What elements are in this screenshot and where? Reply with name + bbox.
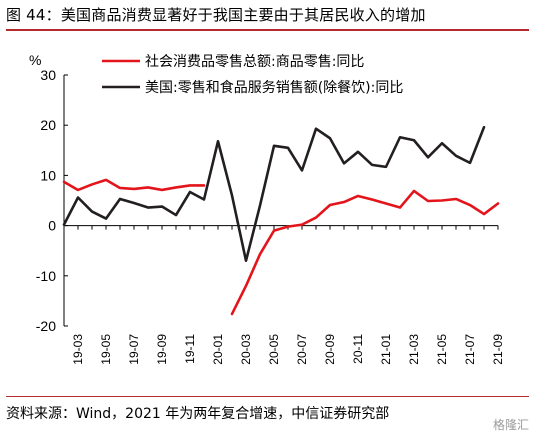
series-line-1 — [62, 178, 500, 316]
y-tick-label: 20 — [40, 117, 56, 133]
legend-label-2: 美国:零售和食品服务销售额(除餐饮):同比 — [145, 79, 403, 96]
title-divider — [6, 29, 529, 31]
x-tick-label: 21-07 — [463, 334, 477, 365]
x-tick-label: 19-07 — [127, 334, 141, 365]
x-tick-label: 20-09 — [323, 334, 337, 365]
x-tick-label: 21-05 — [435, 334, 449, 365]
x-tick-label: 20-03 — [239, 334, 253, 365]
x-tick-label: 19-05 — [99, 334, 113, 365]
x-tick-label: 20-05 — [267, 334, 281, 365]
figure-title: 图 44：美国商品消费显著好于我国主要由于其居民收入的增加 — [6, 6, 426, 24]
x-tick-label: 21-03 — [407, 334, 421, 365]
x-tick-label: 20-11 — [351, 334, 365, 364]
chart-axes: -20 -10 0 10 20 30% 19-03 19-05 19-07 19-09 19-11 2… — [29, 52, 505, 365]
y-tick-label: -20 — [36, 318, 56, 334]
y-tick-label: 0 — [48, 218, 56, 234]
x-tick-label: 19-11 — [183, 334, 197, 364]
x-tick-label: 19-09 — [155, 334, 169, 365]
y-tick-label: 10 — [40, 167, 56, 183]
y-tick-label: 30 — [40, 67, 56, 83]
watermark-logo: 格隆汇 — [492, 418, 529, 432]
source-divider — [6, 396, 529, 397]
y-tick-label: -10 — [36, 268, 56, 284]
series-line-2 — [62, 125, 486, 263]
x-tick-label: 19-03 — [71, 334, 85, 365]
chart-series — [62, 125, 500, 316]
x-tick-label: 20-07 — [295, 334, 309, 365]
legend-label-1: 社会消费品零售总额:商品零售:同比 — [145, 54, 364, 70]
x-tick-label: 21-09 — [491, 334, 505, 365]
source-note: 资料来源：Wind，2021 年为两年复合增速，中信证券研究部 — [6, 406, 390, 422]
y-axis-unit: % — [29, 52, 41, 68]
x-tick-label: 21-01 — [379, 334, 393, 365]
x-tick-label: 20-01 — [211, 334, 225, 365]
